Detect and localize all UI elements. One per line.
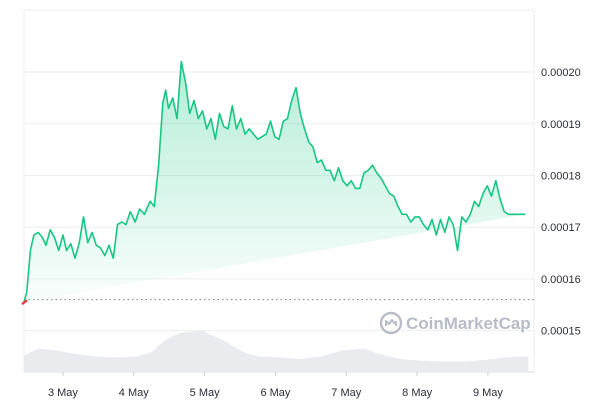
x-tick-label: 9 May [473,387,503,399]
coinmarketcap-logo-icon [379,311,403,335]
x-tick-label: 4 May [119,387,149,399]
y-tick-label: 0.00019 [541,119,581,131]
price-line-group [21,60,526,306]
price-area-fill [24,61,526,303]
y-tick-label: 0.00018 [541,170,581,182]
x-tick-label: 3 May [48,387,78,399]
watermark-text: CoinMarketCap [406,314,531,333]
y-axis: 0.00015 0.00016 0.00017 0.00018 0.00019 0.000… [541,67,581,338]
price-line [23,60,526,303]
coinmarketcap-watermark: CoinMarketCap [379,311,531,335]
x-tick-label: 5 May [190,387,220,399]
x-axis: 3 May 4 May 5 May 6 May 7 May 8 May 9 May [48,372,503,399]
x-tick-label: 8 May [402,387,432,399]
start-price-marker [21,299,28,306]
y-tick-label: 0.00015 [541,326,581,338]
volume-area-group [24,330,529,372]
y-tick-label: 0.00020 [541,67,581,79]
price-area-group [24,61,526,303]
x-tick-label: 6 May [260,387,290,399]
y-tick-label: 0.00017 [541,222,581,234]
x-tick-label: 7 May [331,387,361,399]
y-tick-label: 0.00016 [541,274,581,286]
volume-area [24,330,529,372]
